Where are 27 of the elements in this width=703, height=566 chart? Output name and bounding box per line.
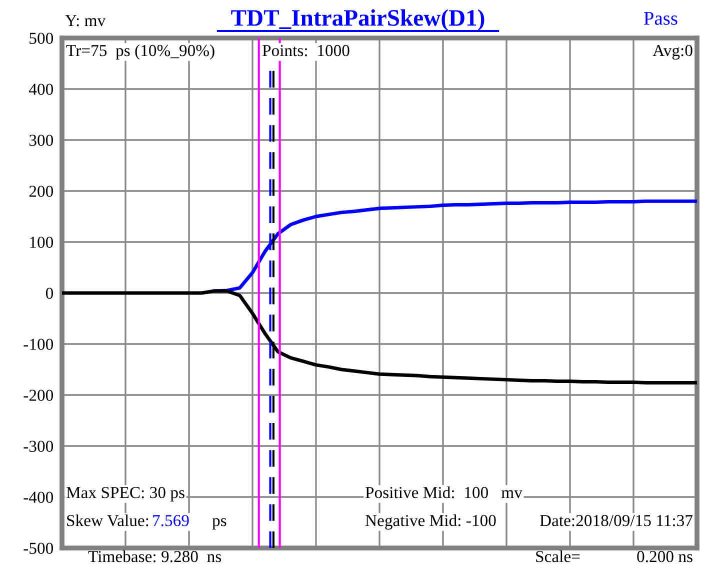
text: Timebase: 9.280 ns	[88, 550, 222, 562]
annotation: ps	[212, 518, 226, 530]
annotation: Date:2018/09/15 11:37	[540, 514, 693, 526]
text: Scale=	[536, 550, 580, 562]
chart-title: TDT_IntraPairSkew(D1)	[231, 9, 484, 31]
y-tick-label: 400	[28, 84, 54, 95]
y-tick-label: -200	[24, 390, 54, 401]
y-tick-label: 200	[29, 186, 54, 197]
y-tick-label: -400	[24, 492, 54, 503]
annotation: Tr=75 ps (10%_90%)	[66, 44, 214, 60]
annotation: Skew Value:	[67, 514, 148, 526]
y-tick-label: 0	[46, 288, 54, 299]
text: 0.200 ns	[637, 550, 692, 562]
y-axis-title: Y: mv	[65, 15, 106, 26]
annotation: 7.569	[153, 514, 189, 526]
text: Pass	[644, 12, 678, 25]
y-tick-label: -500	[24, 542, 54, 554]
y-tick-label: -300	[24, 440, 54, 452]
annotation: Positive Mid: 100 mv	[365, 486, 522, 498]
y-tick-label: 500	[30, 32, 54, 44]
annotation: Points: 1000	[262, 44, 350, 56]
y-tick-label: 100	[30, 236, 54, 248]
y-tick-label: -100	[24, 338, 54, 350]
annotation: Max SPEC: 30 ps	[66, 486, 184, 502]
annotation: Negative Mid: -100	[365, 514, 496, 530]
annotation: Avg:0	[652, 44, 692, 60]
y-tick-label: 300	[29, 134, 54, 146]
